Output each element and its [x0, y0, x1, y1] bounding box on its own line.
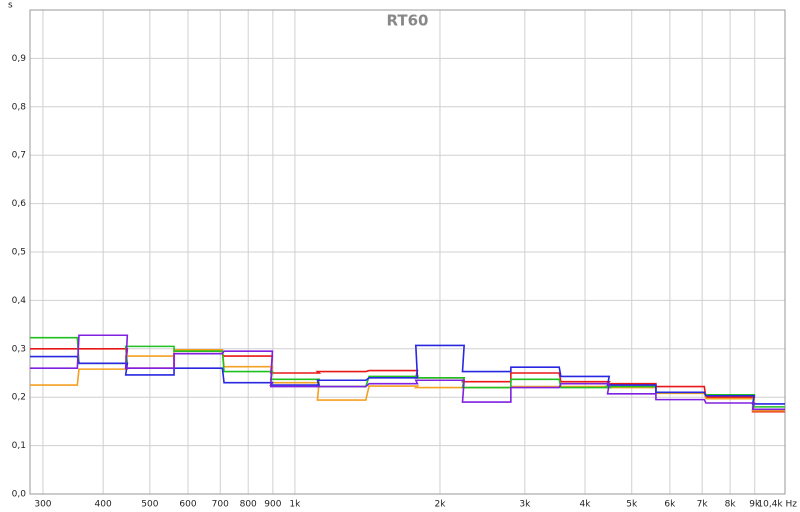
plot-border	[29, 9, 786, 495]
rt60-line	[30, 334, 785, 411]
x-tick-label: 1k	[289, 500, 301, 510]
x-tick-label: 6k	[664, 500, 676, 510]
y-tick-label: 0,1	[12, 441, 26, 451]
x-tick-label: 2k	[434, 500, 446, 510]
chart-title: RT60	[387, 12, 429, 30]
y-tick-label: 0,3	[12, 344, 26, 354]
x-tick-label: 10,4k Hz	[757, 500, 797, 510]
x-tick-label: 700	[212, 500, 229, 510]
y-tick-label: 0,2	[12, 393, 26, 403]
x-tick-label: 300	[34, 500, 51, 510]
plot-area	[30, 334, 785, 413]
x-tick-label: 800	[240, 500, 257, 510]
x-tick-label: 8k	[725, 500, 737, 510]
y-tick-label: 0,6	[12, 199, 27, 209]
x-tick-label: 4k	[580, 500, 592, 510]
y-tick-label: 0,4	[12, 296, 27, 306]
y-tick-label: 0,9	[12, 54, 27, 64]
y-tick-label: 0,5	[12, 248, 26, 258]
y-tick-label: 0,7	[12, 151, 26, 161]
x-tick-label: 600	[179, 500, 196, 510]
x-tick-label: 900	[264, 500, 281, 510]
x-tick-label: 7k	[697, 500, 709, 510]
rt60-line	[30, 344, 785, 405]
y-tick-label: 0,8	[12, 102, 27, 112]
y-unit: s	[8, 1, 13, 11]
x-tick-label: 3k	[519, 500, 531, 510]
x-tick-label: 5k	[626, 500, 638, 510]
x-tick-label: 9k	[749, 500, 761, 510]
y-tick-label: 0,0	[12, 490, 27, 500]
x-tick-label: 400	[95, 500, 112, 510]
x-tick-label: 500	[141, 500, 158, 510]
